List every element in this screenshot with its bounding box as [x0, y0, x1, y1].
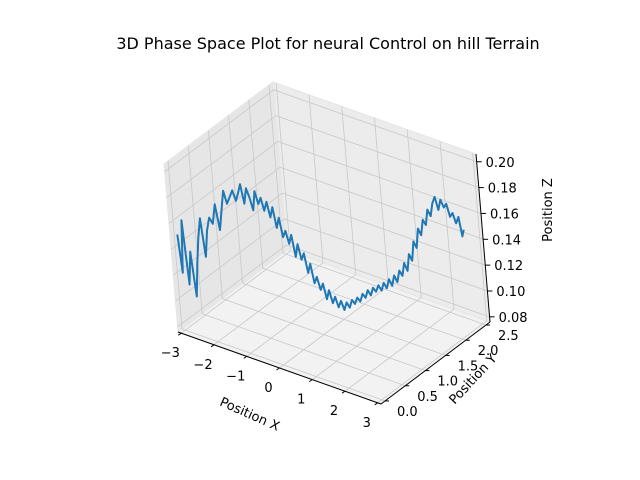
x-grid-back — [275, 83, 291, 252]
x-tick-label: −3 — [161, 346, 180, 361]
y-grid-floor — [262, 267, 466, 341]
z-tick-label: 0.14 — [492, 233, 521, 248]
x-tick-label: −1 — [226, 369, 245, 384]
z-grid-back — [275, 115, 479, 188]
y-grid-left — [248, 100, 264, 269]
x-tick-label: 3 — [363, 416, 371, 431]
x-grid-back — [341, 106, 357, 275]
y-tick-label: 0.5 — [417, 390, 438, 405]
y-tick-label: 2.0 — [478, 344, 499, 359]
z-grid-left — [175, 218, 285, 302]
y-grid-floor — [282, 252, 487, 326]
axis-lines — [177, 153, 495, 406]
y-grid-floor — [242, 283, 446, 356]
x-grid-floor — [279, 285, 389, 369]
trajectory-line — [176, 183, 465, 311]
y-tick-label: 0.0 — [397, 405, 418, 420]
x-grid-floor — [377, 320, 487, 404]
x-axis-label: Position X — [217, 395, 281, 435]
z-grid-back — [277, 141, 482, 214]
z-grid-back — [273, 89, 477, 163]
x-grid-back — [439, 141, 455, 310]
y-tick-label: 1.5 — [458, 359, 479, 374]
z-tick-label: 0.10 — [496, 285, 525, 300]
x-grid-back — [374, 117, 389, 287]
x-grid-back — [472, 152, 488, 321]
y-grid-floor — [202, 313, 406, 387]
y-axis-line — [380, 321, 491, 405]
x-grid-floor — [312, 297, 422, 380]
z-grid-left — [166, 115, 277, 198]
chart-title: 3D Phase Space Plot for neural Control o… — [116, 34, 539, 53]
x-tick-label: 2 — [330, 404, 338, 419]
z-tick-label: 0.18 — [488, 182, 517, 197]
x-tick-label: 1 — [297, 393, 305, 408]
y-grid-floor — [181, 328, 386, 402]
x-axis-line — [177, 331, 382, 405]
z-grid-back — [279, 166, 484, 240]
y-tick-label: 1.0 — [437, 375, 458, 390]
z-axis-line — [475, 153, 491, 323]
axes-panes — [163, 81, 492, 405]
y-grid-left — [208, 130, 223, 299]
x-grid-back — [308, 94, 324, 263]
y-grid-left — [167, 160, 183, 329]
z-grid-left — [164, 89, 274, 173]
x-grid-back — [406, 129, 422, 298]
z-tick-label: 0.12 — [494, 259, 523, 274]
z-tick-labels: 0.08 0.10 0.12 0.14 0.16 0.18 0.20 — [486, 156, 528, 326]
z-tick-label: 0.16 — [490, 207, 519, 222]
grid-lines — [164, 83, 490, 404]
z-grid-left — [170, 166, 281, 250]
x-tick-label: −2 — [193, 358, 212, 373]
y-grid-left — [187, 145, 203, 314]
x-tick-label: 0 — [264, 381, 272, 396]
x-grid-floor — [213, 262, 324, 346]
z-grid-left — [168, 141, 279, 224]
x-grid-floor — [181, 250, 291, 334]
y-tick-labels: 0.00.51.01.52.02.5 — [397, 329, 519, 420]
z-grid-back — [282, 192, 486, 266]
z-axis-label: Position Z — [541, 178, 556, 242]
y-grid-floor — [222, 298, 426, 371]
x-grid-floor — [344, 308, 455, 392]
z-tick-label: 0.20 — [486, 156, 515, 171]
x-grid-floor — [246, 274, 356, 357]
z-grid-left — [177, 244, 287, 328]
data-layer — [176, 183, 465, 311]
z-tick-label: 0.08 — [499, 311, 528, 326]
z-grid-back — [284, 218, 488, 292]
x-tick-labels: −3 −2 −1 0 1 2 3 — [161, 346, 371, 431]
y-tick-label: 2.5 — [498, 329, 519, 344]
